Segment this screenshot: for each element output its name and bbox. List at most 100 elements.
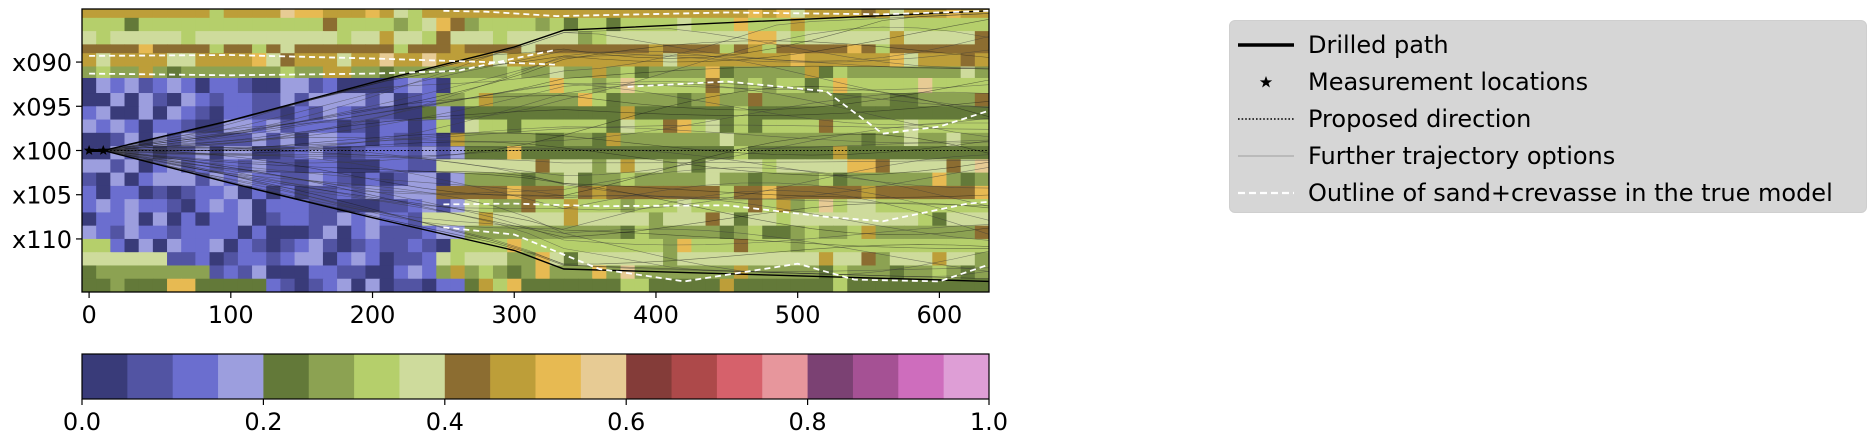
heatmap-cell xyxy=(322,17,338,32)
heatmap-cell xyxy=(748,66,763,79)
heatmap-cell xyxy=(266,31,281,45)
heatmap-cell xyxy=(634,238,650,253)
heatmap-cell xyxy=(932,185,948,200)
heatmap-cell xyxy=(464,9,480,19)
heatmap-cell xyxy=(266,17,281,32)
heatmap-cell xyxy=(308,225,324,240)
heatmap-cell xyxy=(407,53,423,68)
heatmap-cell xyxy=(266,9,281,19)
heatmap-cell xyxy=(677,66,692,79)
heatmap-cell xyxy=(776,172,792,187)
heatmap-cell xyxy=(152,17,168,32)
heatmap-cell xyxy=(903,199,919,214)
heatmap-cell xyxy=(407,66,423,79)
heatmap-cell xyxy=(535,31,551,45)
true-model-outline xyxy=(89,54,557,66)
heatmap-cell xyxy=(903,252,919,267)
heatmap-cell xyxy=(280,252,296,267)
heatmap-cell xyxy=(124,278,140,292)
heatmap-cell xyxy=(648,278,664,292)
legend-item-further-options: Further trajectory options xyxy=(1230,138,1866,174)
heatmap-cell xyxy=(152,238,168,253)
heatmap-cell xyxy=(875,199,891,214)
heatmap-cell xyxy=(436,44,452,54)
heatmap-cell xyxy=(974,44,989,54)
heatmap-cell xyxy=(833,252,848,267)
heatmap-cell xyxy=(889,159,905,174)
heatmap-cell xyxy=(719,172,735,187)
heatmap-cell xyxy=(450,146,466,160)
heatmap-cell xyxy=(762,212,778,227)
trajectory-option-line xyxy=(103,139,989,151)
heatmap-cell xyxy=(337,265,352,280)
heatmap-cell xyxy=(223,17,239,32)
heatmap-cell xyxy=(294,31,310,45)
x-tick-label: 300 xyxy=(491,301,537,329)
heatmap-cell xyxy=(110,159,126,174)
heatmap-cell xyxy=(535,119,551,134)
heatmap-cell xyxy=(223,31,239,45)
heatmap-cell xyxy=(124,106,140,121)
heatmap-cell xyxy=(436,132,452,147)
heatmap-cell xyxy=(549,44,565,54)
heatmap-cell xyxy=(337,53,352,68)
heatmap-cell xyxy=(606,66,622,79)
heatmap-cell xyxy=(847,199,863,214)
heatmap-cell xyxy=(648,238,664,253)
heatmap-cell xyxy=(634,225,650,240)
heatmap-cell xyxy=(82,31,97,45)
heatmap-cell xyxy=(705,66,721,79)
heatmap-cell xyxy=(648,132,664,147)
heatmap-cell xyxy=(903,238,919,253)
heatmap-cell xyxy=(237,265,253,280)
heatmap-cell xyxy=(507,31,522,45)
heatmap-cell xyxy=(521,66,537,79)
heatmap-cell xyxy=(110,17,126,32)
heatmap-cell xyxy=(762,132,778,147)
heatmap-cell xyxy=(847,278,863,292)
heatmap-cell xyxy=(237,212,253,227)
heatmap-cell xyxy=(946,77,962,94)
heatmap-cell xyxy=(847,93,863,107)
heatmap-cell xyxy=(974,159,989,174)
heatmap-cell xyxy=(450,44,466,54)
heatmap-cell xyxy=(592,238,607,253)
heatmap-cell xyxy=(464,159,480,174)
trajectory-option-line xyxy=(103,101,989,151)
heatmap-cell xyxy=(762,66,778,79)
heatmap-cell xyxy=(492,132,508,147)
heatmap-cell xyxy=(124,225,140,240)
heatmap-cell xyxy=(946,9,962,19)
heatmap-cell xyxy=(748,132,763,147)
heatmap-cell xyxy=(422,278,437,292)
heatmap-cell xyxy=(677,238,692,253)
heatmap-cell xyxy=(521,159,537,174)
heatmap-cell xyxy=(790,132,806,147)
heatmap-cell xyxy=(450,66,466,79)
heatmap-cell xyxy=(507,44,522,54)
heatmap-cell xyxy=(705,119,721,134)
heatmap-cell xyxy=(223,265,239,280)
heatmap-cell xyxy=(620,278,636,292)
heatmap-cell xyxy=(379,159,395,174)
heatmap-cell xyxy=(875,31,891,45)
heatmap-cell xyxy=(322,9,338,19)
heatmap-cell xyxy=(181,212,196,227)
heatmap-cell xyxy=(138,238,154,253)
heatmap-cell xyxy=(677,77,692,94)
heatmap-cell xyxy=(82,132,97,147)
heatmap-cell xyxy=(379,66,395,79)
heatmap-cell xyxy=(634,212,650,227)
heatmap-cell xyxy=(124,252,140,267)
heatmap-cell xyxy=(634,252,650,267)
legend-swatch-dotted-line xyxy=(1238,118,1294,120)
heatmap-cell xyxy=(223,9,239,19)
heatmap-cell xyxy=(889,44,905,54)
heatmap-cell xyxy=(478,119,494,134)
heatmap-plot xyxy=(82,9,989,292)
heatmap-cell xyxy=(549,106,565,121)
heatmap-cell xyxy=(110,77,126,94)
heatmap-cell xyxy=(181,278,196,292)
heatmap-cell xyxy=(833,185,848,200)
heatmap-cell xyxy=(592,106,607,121)
